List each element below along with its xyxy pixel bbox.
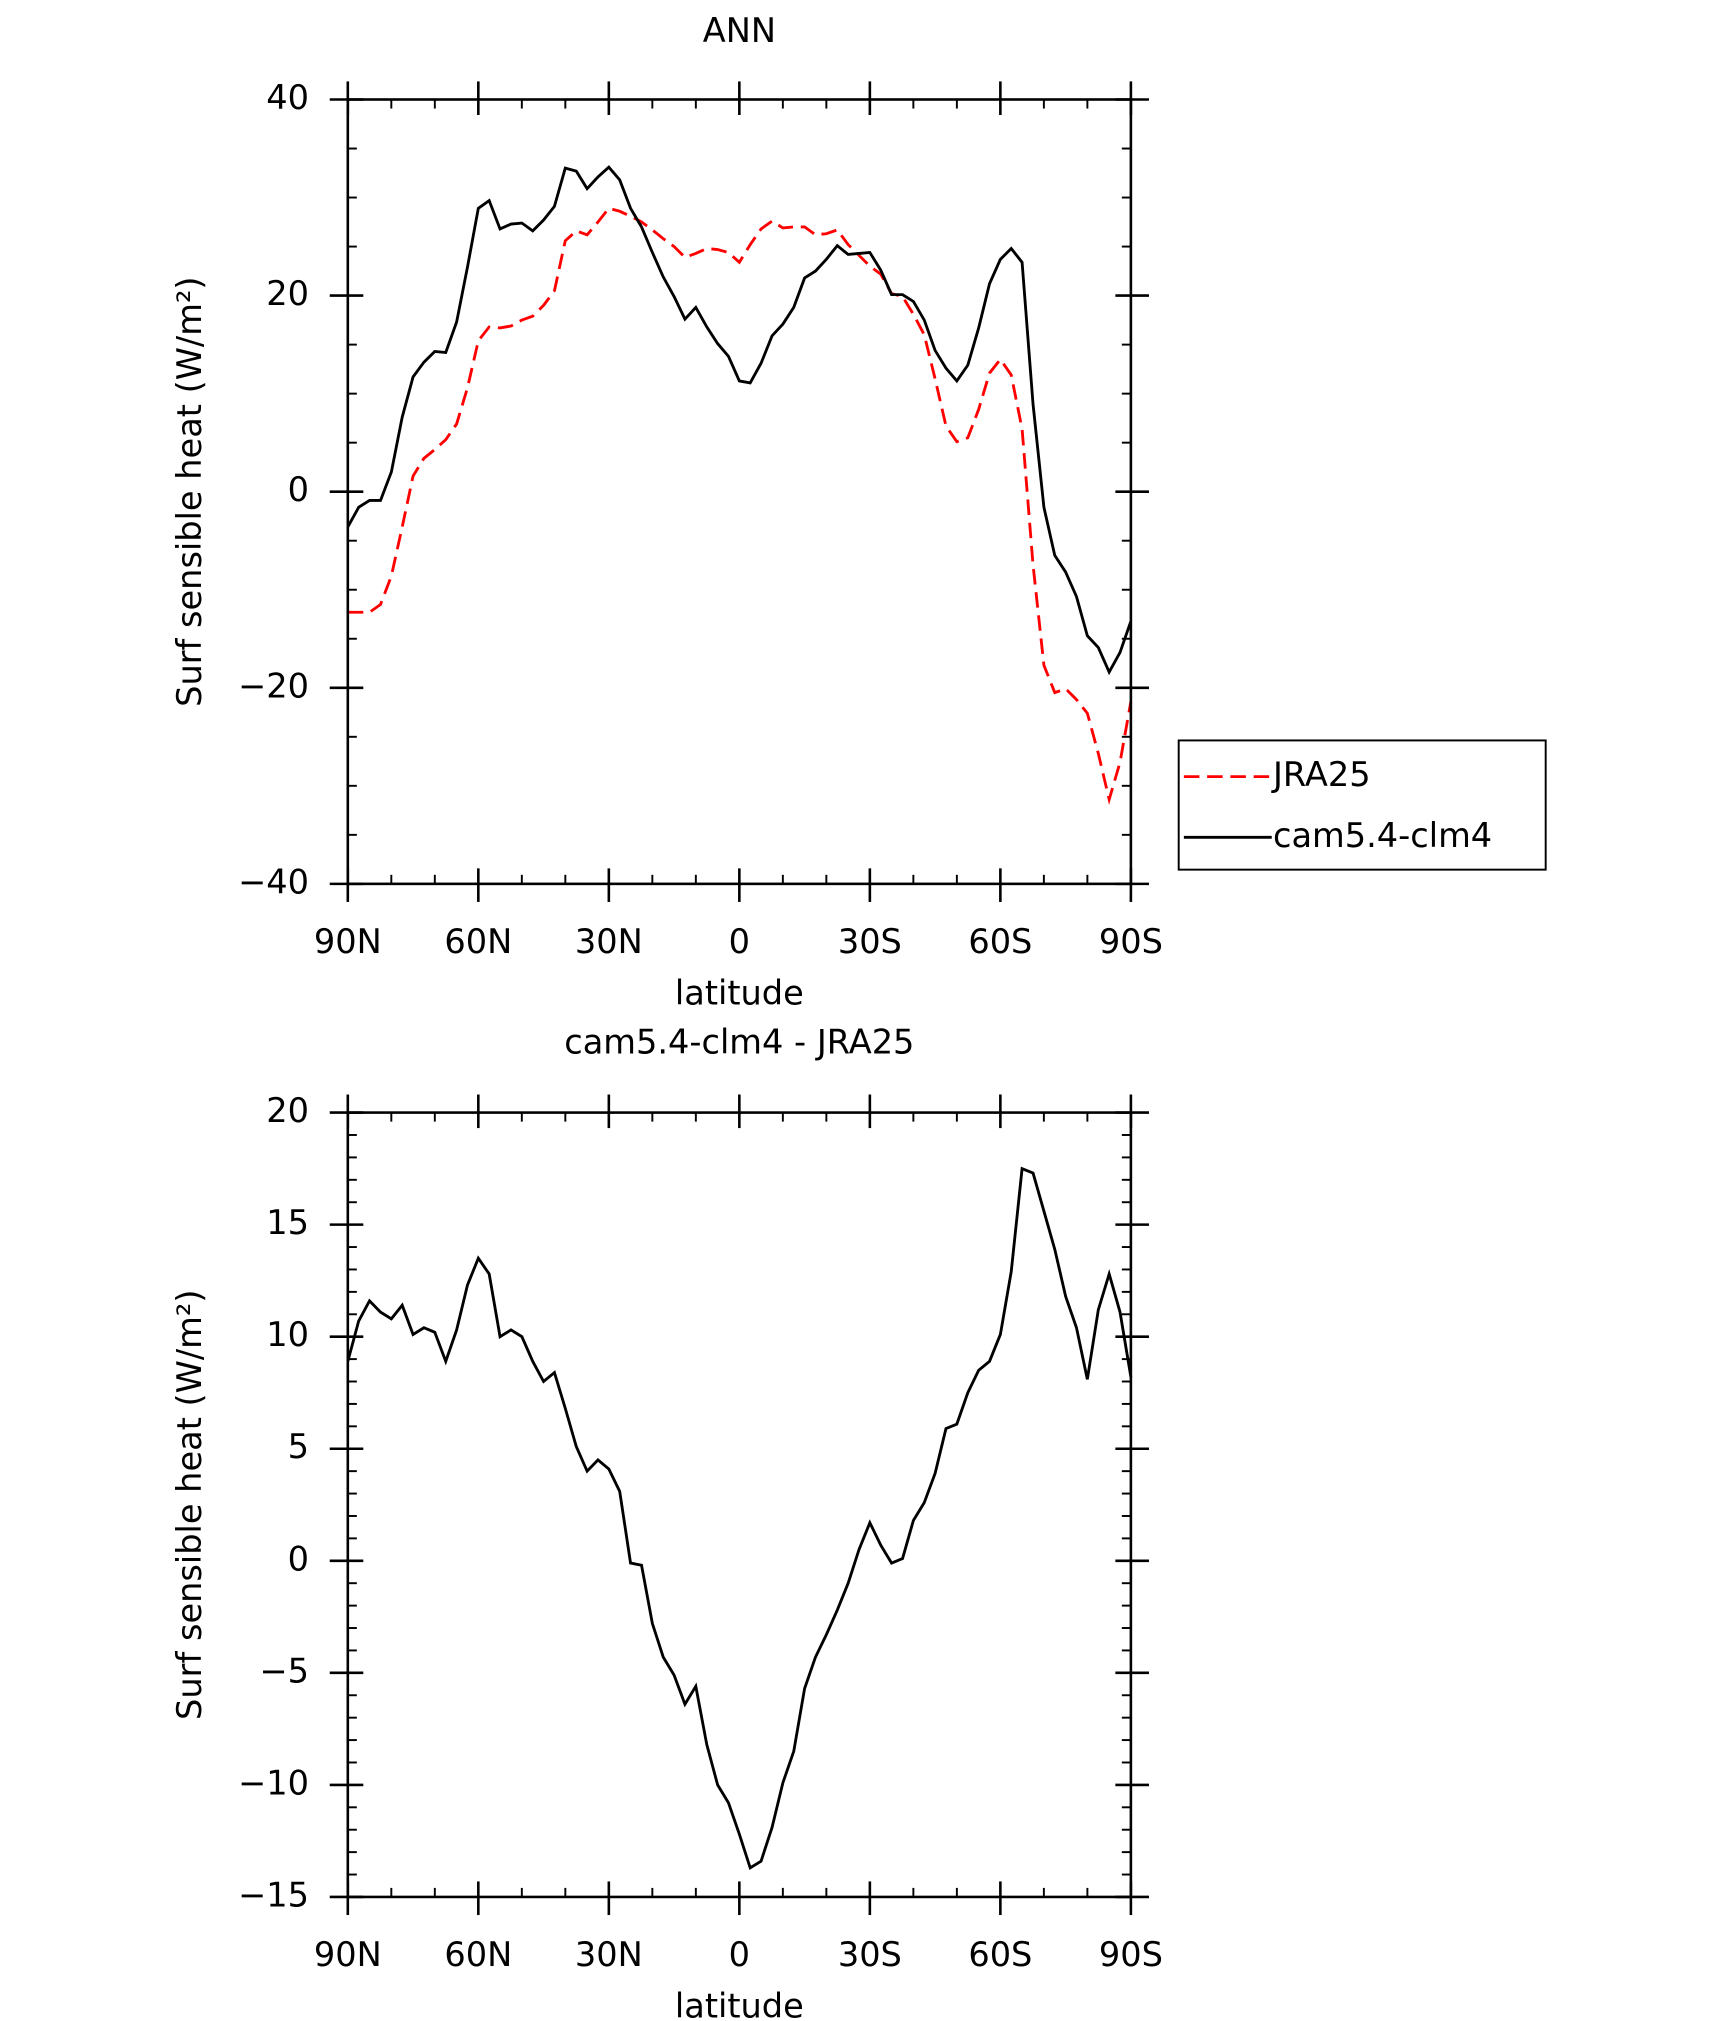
y-tick-label: 20 bbox=[266, 274, 309, 313]
x-axis-label: latitude bbox=[675, 1987, 804, 2021]
y-axis-label: Surf sensible heat (W/m²) bbox=[170, 276, 209, 706]
x-tick-label: 90S bbox=[1099, 922, 1163, 961]
x-tick-label: 30S bbox=[838, 922, 902, 961]
x-tick-label: 60S bbox=[968, 922, 1032, 961]
x-tick-label: 60N bbox=[444, 1935, 512, 1974]
y-tick-label: 0 bbox=[288, 470, 309, 509]
y-tick-label: −15 bbox=[238, 1875, 309, 1914]
x-tick-label: 30N bbox=[575, 922, 643, 961]
y-tick-label: 15 bbox=[266, 1203, 309, 1242]
x-tick-label: 90N bbox=[314, 922, 382, 961]
y-tick-label: 20 bbox=[266, 1091, 309, 1130]
data-line bbox=[347, 206, 1133, 806]
legend-label: cam5.4-clm4 bbox=[1273, 816, 1492, 855]
y-tick-label: −10 bbox=[238, 1763, 309, 1802]
data-line bbox=[346, 1166, 1133, 1871]
x-tick-label: 30S bbox=[838, 1935, 902, 1974]
x-tick-label: 60S bbox=[968, 1935, 1032, 1974]
x-tick-label: 90N bbox=[314, 1935, 382, 1974]
x-tick-label: 90S bbox=[1099, 1935, 1163, 1974]
x-tick-label: 30N bbox=[575, 1935, 643, 1974]
y-tick-label: −5 bbox=[260, 1651, 310, 1690]
legend-box bbox=[1177, 739, 1547, 871]
y-tick-label: 0 bbox=[288, 1539, 309, 1578]
x-tick-label: 0 bbox=[729, 1935, 750, 1974]
y-tick-label: 40 bbox=[266, 78, 309, 117]
x-tick-label: 60N bbox=[444, 922, 512, 961]
x-tick-label: 0 bbox=[729, 922, 750, 961]
y-axis-label: Surf sensible heat (W/m²) bbox=[170, 1290, 209, 1720]
chart-title: ANN bbox=[703, 11, 776, 50]
chart-title: cam5.4-clm4 - JRA25 bbox=[564, 1023, 914, 1062]
y-tick-label: 5 bbox=[288, 1427, 309, 1466]
data-line bbox=[346, 165, 1133, 676]
y-tick-label: 10 bbox=[266, 1315, 309, 1354]
y-tick-label: −40 bbox=[238, 862, 309, 901]
legend: JRA25 cam5.4-clm4 bbox=[1177, 739, 1547, 871]
legend-label: JRA25 bbox=[1271, 755, 1371, 794]
plot-frame bbox=[346, 1111, 1133, 1899]
y-tick-label: −20 bbox=[238, 666, 309, 705]
x-axis-label: latitude bbox=[675, 973, 804, 1012]
plot-frame bbox=[346, 98, 1133, 886]
